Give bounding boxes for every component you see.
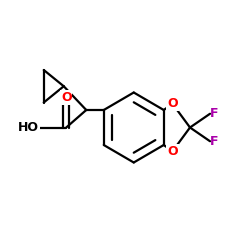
- Text: O: O: [167, 145, 178, 158]
- Text: O: O: [61, 91, 72, 104]
- Text: HO: HO: [18, 121, 39, 134]
- Text: O: O: [167, 97, 178, 110]
- Text: F: F: [210, 107, 218, 120]
- Text: F: F: [210, 135, 218, 148]
